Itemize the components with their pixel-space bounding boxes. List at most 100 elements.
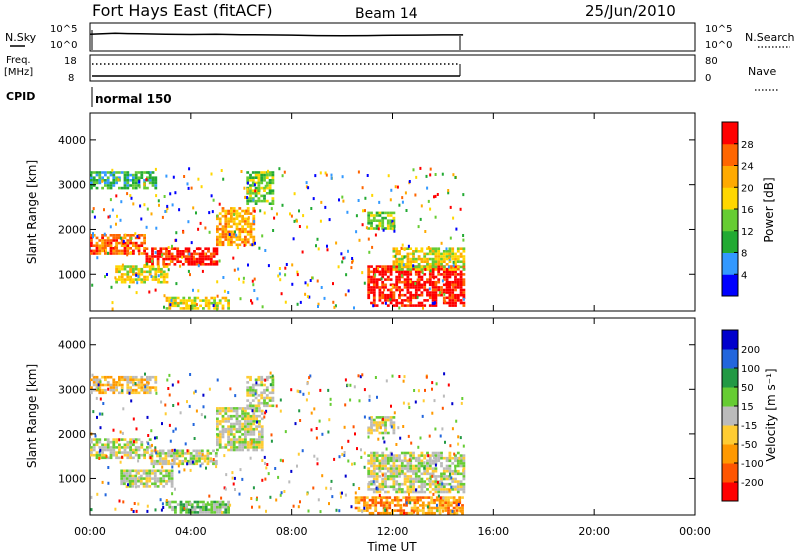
- data-cell: [371, 504, 375, 507]
- data-cell: [139, 479, 143, 483]
- data-cell: [434, 477, 438, 481]
- data-cell: [448, 451, 452, 455]
- data-cell: [126, 234, 130, 237]
- data-cell: [417, 475, 421, 478]
- data-cell: [375, 286, 379, 289]
- data-cell: [365, 509, 369, 512]
- data-cell: [266, 463, 269, 466]
- data-cell: [154, 251, 157, 255]
- data-cell: [206, 452, 210, 455]
- data-cell: [95, 249, 99, 253]
- data-cell: [284, 273, 287, 277]
- data-cell: [445, 278, 449, 281]
- data-cell: [179, 255, 182, 258]
- data-cell: [244, 217, 247, 221]
- data-cell: [161, 457, 165, 460]
- data-cell: [326, 248, 329, 252]
- data-cell: [343, 425, 346, 429]
- data-cell: [251, 189, 255, 192]
- data-cell: [165, 499, 168, 502]
- data-cell: [227, 511, 230, 514]
- data-cell: [175, 452, 179, 455]
- data-cell: [118, 278, 121, 281]
- data-cell: [195, 263, 199, 266]
- data-cell: [392, 211, 396, 215]
- data-cell: [216, 238, 219, 241]
- data-cell: [244, 427, 247, 431]
- data-cell: [218, 409, 222, 413]
- data-cell: [200, 413, 203, 417]
- data-cell: [246, 433, 250, 436]
- data-cell: [433, 506, 436, 510]
- data-cell: [271, 176, 275, 179]
- data-cell: [178, 449, 182, 453]
- data-cell: [421, 501, 425, 505]
- data-cell: [449, 205, 452, 209]
- data-cell: [254, 181, 258, 185]
- data-cell: [179, 301, 183, 305]
- data-cell: [161, 422, 163, 426]
- data-cell: [417, 456, 421, 460]
- data-cell: [456, 283, 460, 287]
- data-cell: [227, 238, 230, 241]
- data-cell: [462, 278, 466, 281]
- data-cell: [278, 272, 281, 276]
- nave-bottom-tick: 0: [705, 73, 711, 84]
- data-cell: [406, 270, 410, 274]
- colorbar-tick-label: 100: [741, 364, 760, 375]
- data-cell: [118, 270, 121, 274]
- data-cell: [177, 402, 180, 406]
- data-cell: [224, 296, 228, 300]
- data-cell: [98, 412, 101, 416]
- data-cell: [161, 502, 164, 506]
- data-cell: [126, 184, 130, 187]
- data-cell: [315, 436, 318, 440]
- colorbar-segment: [722, 463, 738, 483]
- data-cell: [137, 485, 140, 488]
- data-cell: [118, 446, 121, 449]
- data-cell: [151, 171, 155, 174]
- data-cell: [378, 288, 382, 292]
- data-cell: [140, 386, 144, 389]
- data-cell: [167, 459, 171, 463]
- data-cell: [258, 409, 261, 413]
- data-cell: [462, 273, 466, 276]
- data-cell: [184, 257, 188, 261]
- data-cell: [361, 373, 364, 377]
- data-cell: [115, 194, 118, 198]
- data-cell: [246, 443, 250, 447]
- data-cell: [235, 409, 239, 413]
- data-cell: [122, 239, 125, 243]
- x-tick-label: 16:00: [477, 525, 509, 538]
- data-cell: [129, 446, 132, 449]
- data-cell: [204, 257, 208, 261]
- colorbar-segment: [722, 209, 738, 232]
- data-cell: [154, 179, 158, 182]
- data-cell: [378, 416, 382, 419]
- data-cell: [405, 498, 408, 502]
- data-cell: [224, 505, 228, 509]
- data-cell: [132, 181, 135, 185]
- data-cell: [98, 453, 102, 457]
- data-cell: [170, 454, 173, 458]
- data-cell: [230, 214, 233, 218]
- data-cell: [431, 451, 435, 455]
- data-cell: [92, 184, 96, 187]
- data-cell: [98, 244, 102, 247]
- data-cell: [370, 454, 373, 457]
- data-cell: [436, 193, 439, 196]
- data-cell: [112, 171, 116, 174]
- data-cell: [381, 301, 385, 305]
- data-cell: [459, 288, 463, 292]
- data-cell: [252, 198, 255, 202]
- data-cell: [198, 247, 202, 250]
- data-cell: [193, 260, 196, 263]
- data-cell: [370, 475, 373, 478]
- data-cell: [448, 273, 452, 276]
- data-cell: [173, 448, 176, 452]
- data-cell: [417, 273, 421, 276]
- data-cell: [393, 496, 397, 499]
- data-cell: [409, 464, 413, 468]
- data-cell: [440, 273, 443, 276]
- data-cell: [270, 433, 273, 437]
